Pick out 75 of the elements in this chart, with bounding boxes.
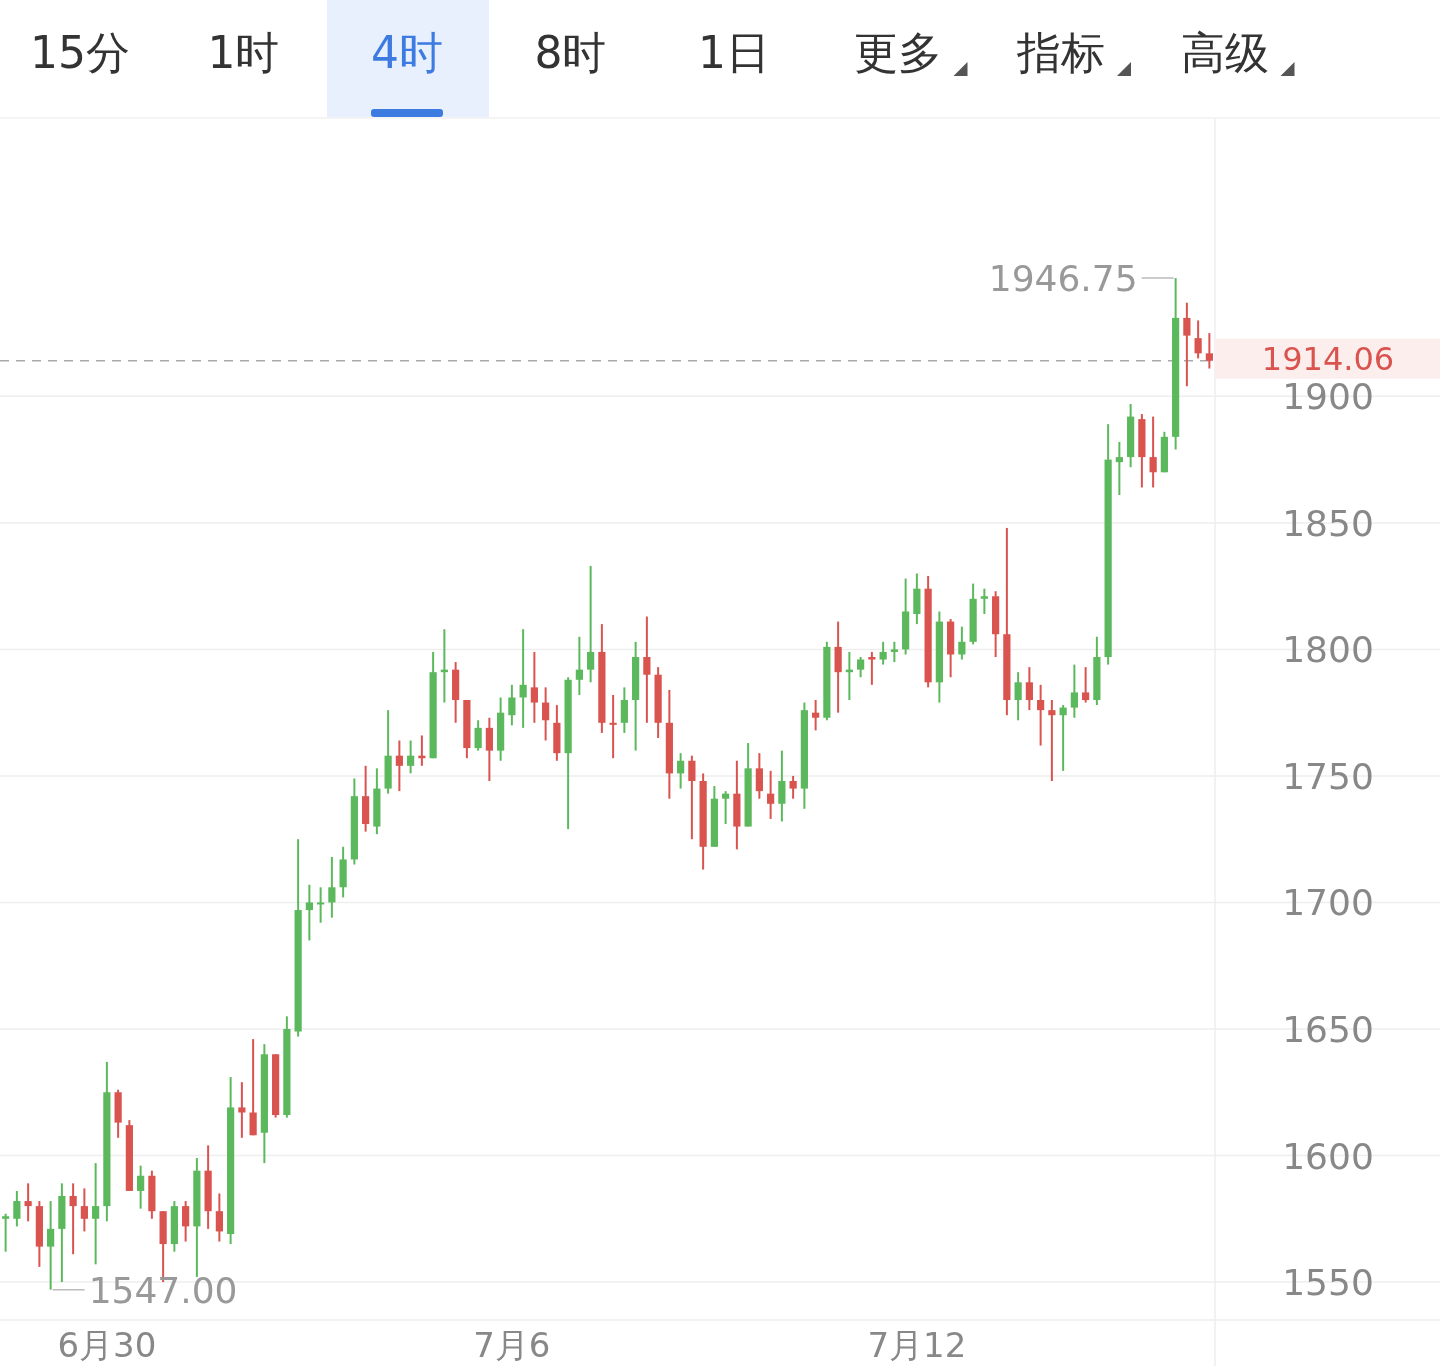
candlestick — [677, 752, 685, 790]
y-tick-label: 1650 — [1282, 1008, 1374, 1050]
candlestick — [890, 640, 898, 664]
candlestick — [542, 686, 550, 742]
candlestick — [530, 650, 538, 724]
candlestick — [620, 686, 628, 734]
candlestick — [238, 1081, 246, 1139]
candlestick — [789, 774, 797, 800]
candlestick — [1149, 415, 1157, 489]
candlestick — [92, 1162, 100, 1266]
candlestick — [182, 1200, 190, 1243]
candlestick — [1070, 663, 1078, 719]
text: 更多 — [853, 27, 942, 78]
candlestick — [767, 769, 775, 820]
annotation: 1547.00 — [88, 1269, 238, 1311]
candlestick — [47, 1200, 55, 1291]
candlestick — [69, 1182, 77, 1256]
candlestick — [485, 716, 493, 782]
candlestick — [1014, 671, 1022, 722]
candlestick — [305, 883, 313, 942]
candlestick — [587, 564, 595, 684]
candlestick — [137, 1164, 145, 1210]
candlestick — [1037, 683, 1045, 747]
candlestick — [215, 1192, 223, 1243]
x-tick-label: 7月12 — [867, 1325, 967, 1365]
text: 1时 — [207, 27, 280, 78]
x-tick-label: 6月30 — [57, 1325, 157, 1365]
candlestick — [328, 855, 336, 919]
candlestick — [643, 615, 651, 724]
candlestick — [1205, 332, 1213, 370]
y-tick-label: 1900 — [1282, 376, 1374, 418]
x-tick-label: 7月6 — [473, 1325, 551, 1365]
candlestick — [1082, 666, 1090, 704]
candlestick — [778, 749, 786, 823]
candlestick — [1183, 301, 1191, 388]
candlestick — [575, 635, 583, 696]
candlestick — [1194, 319, 1202, 360]
text: 指标 — [1016, 27, 1105, 78]
candlestick — [812, 699, 820, 732]
y-tick-label: 1600 — [1282, 1135, 1374, 1177]
y-tick-label: 1700 — [1282, 882, 1374, 924]
y-tick-label: 1850 — [1282, 502, 1374, 544]
candlestick — [508, 683, 516, 727]
candlestick — [755, 752, 763, 800]
candlestick — [407, 739, 415, 775]
candlestick — [1048, 699, 1056, 782]
text: 1日 — [698, 27, 770, 78]
text: 4时 — [371, 27, 443, 78]
candlestick — [688, 754, 696, 841]
candlestick — [868, 650, 876, 686]
candlestick — [879, 640, 887, 666]
candlestick — [395, 739, 403, 793]
candlestick — [1115, 440, 1123, 497]
candlestick — [24, 1182, 32, 1223]
candlestick — [1025, 666, 1033, 712]
text: 15分 — [30, 27, 130, 78]
y-tick-label: 1550 — [1282, 1262, 1374, 1304]
candlestick — [722, 790, 730, 826]
ref-line-label: 1914.06 — [1261, 339, 1395, 378]
candlestick — [13, 1189, 21, 1228]
candlestick — [317, 886, 325, 924]
text: 高级 — [1180, 27, 1269, 78]
annotation: 1946.75 — [988, 258, 1138, 300]
y-tick-label: 1750 — [1282, 755, 1374, 797]
candlestick — [519, 628, 527, 729]
text: 8时 — [534, 27, 607, 78]
candlestick — [609, 693, 617, 760]
candlestick — [80, 1187, 88, 1233]
candlestick — [857, 656, 865, 679]
candlestick — [958, 625, 966, 661]
candlestick — [249, 1038, 257, 1137]
candlestick — [474, 719, 482, 752]
y-tick-label: 1800 — [1282, 629, 1374, 671]
candlestick — [2, 1212, 10, 1253]
candlestick — [980, 587, 988, 615]
